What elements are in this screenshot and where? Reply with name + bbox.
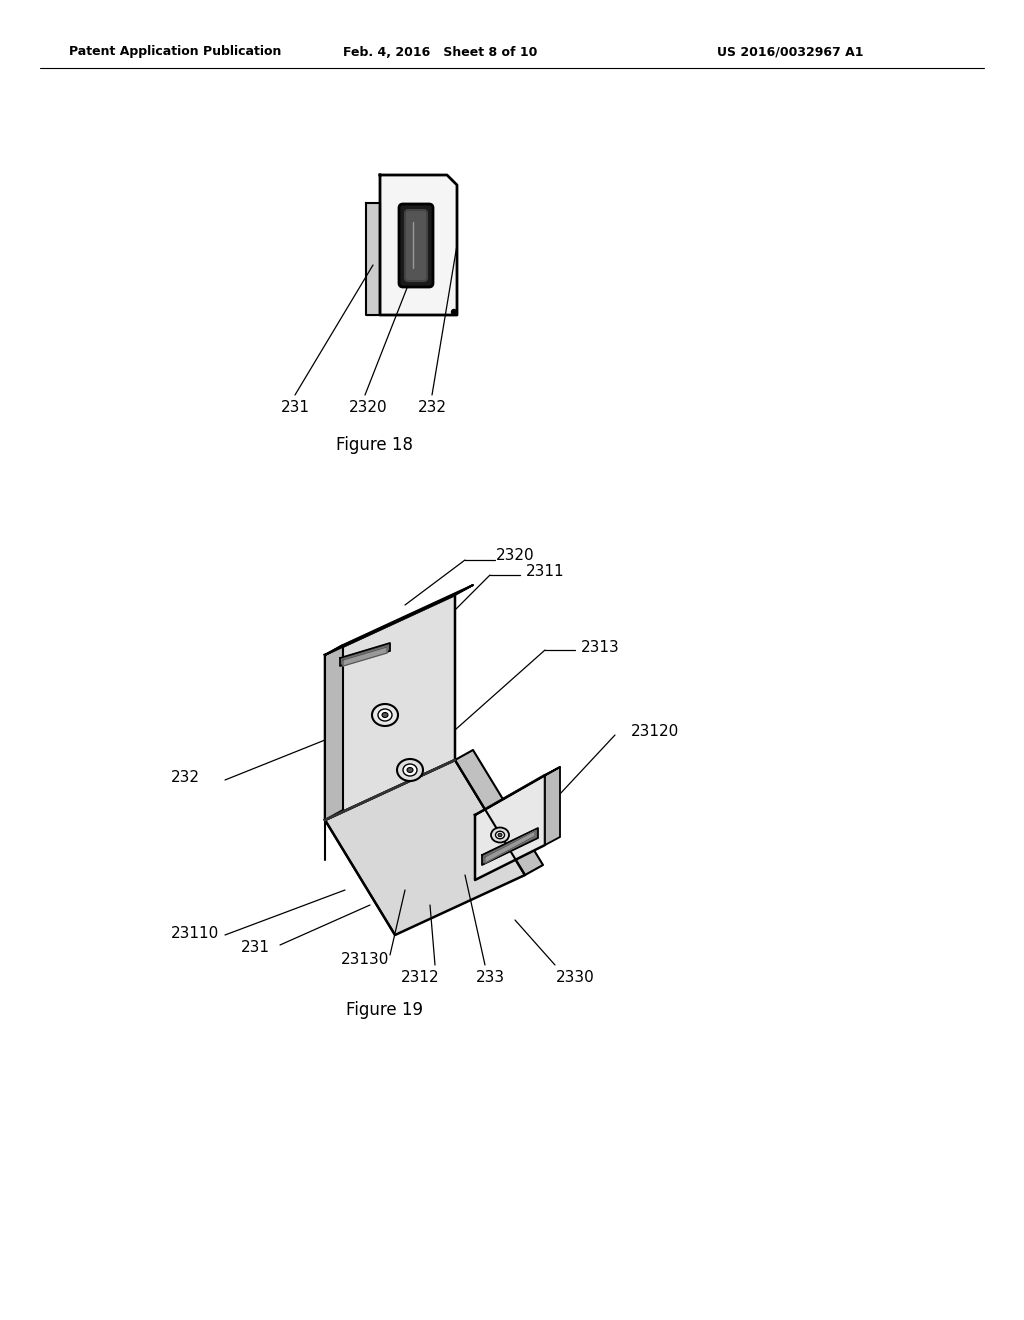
Polygon shape <box>380 176 457 315</box>
FancyBboxPatch shape <box>399 205 433 286</box>
Polygon shape <box>325 595 455 820</box>
Text: 23130: 23130 <box>341 953 389 968</box>
Text: 2320: 2320 <box>496 548 535 562</box>
Polygon shape <box>325 760 525 935</box>
Text: 231: 231 <box>281 400 309 414</box>
Text: 2312: 2312 <box>400 970 439 986</box>
Text: Feb. 4, 2016   Sheet 8 of 10: Feb. 4, 2016 Sheet 8 of 10 <box>343 45 538 58</box>
Text: Figure 19: Figure 19 <box>346 1001 424 1019</box>
Text: 232: 232 <box>171 771 200 785</box>
Ellipse shape <box>397 759 423 781</box>
Polygon shape <box>340 643 390 667</box>
Polygon shape <box>475 775 545 880</box>
Polygon shape <box>485 832 535 863</box>
Ellipse shape <box>378 709 392 721</box>
Text: 231: 231 <box>241 940 269 956</box>
Ellipse shape <box>490 828 509 842</box>
Ellipse shape <box>498 833 502 837</box>
Ellipse shape <box>407 767 413 772</box>
Polygon shape <box>475 767 560 814</box>
Text: 2313: 2313 <box>581 639 620 655</box>
FancyBboxPatch shape <box>406 210 427 281</box>
Polygon shape <box>545 767 560 845</box>
Text: 23120: 23120 <box>631 725 679 739</box>
Text: 23110: 23110 <box>171 925 219 940</box>
Ellipse shape <box>372 704 398 726</box>
Text: 2320: 2320 <box>349 400 387 414</box>
Text: 232: 232 <box>418 400 446 414</box>
Ellipse shape <box>382 713 388 718</box>
Ellipse shape <box>452 309 457 314</box>
Text: 2311: 2311 <box>525 565 564 579</box>
Text: Patent Application Publication: Patent Application Publication <box>69 45 282 58</box>
Text: US 2016/0032967 A1: US 2016/0032967 A1 <box>717 45 863 58</box>
Ellipse shape <box>403 764 417 776</box>
Ellipse shape <box>496 832 505 838</box>
Polygon shape <box>343 647 387 667</box>
Polygon shape <box>325 645 343 820</box>
Text: 233: 233 <box>475 970 505 986</box>
Text: Figure 18: Figure 18 <box>337 436 414 454</box>
Polygon shape <box>366 203 380 315</box>
Polygon shape <box>325 585 473 655</box>
Polygon shape <box>482 828 538 865</box>
Polygon shape <box>455 750 543 875</box>
Text: 2330: 2330 <box>556 970 594 986</box>
